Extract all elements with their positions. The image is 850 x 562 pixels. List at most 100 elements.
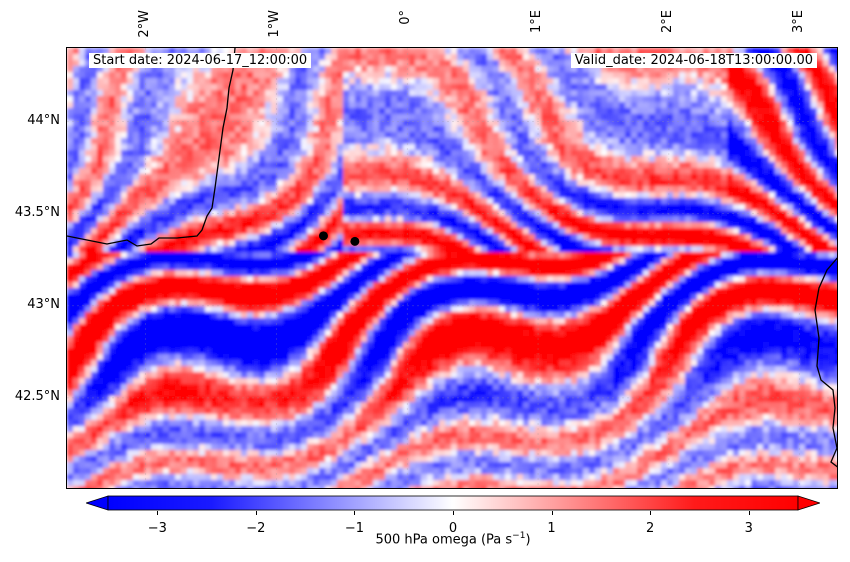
field-cell [517,150,524,157]
field-cell [763,156,770,163]
field-cell [199,132,206,139]
field-cell [307,168,314,175]
field-cell [817,72,824,79]
field-cell [469,120,476,127]
field-cell [763,162,770,169]
field-cell [325,264,332,271]
field-cell [229,132,236,139]
field-cell [187,252,194,259]
field-cell [595,138,602,145]
field-cell [529,186,536,193]
field-cell [481,144,488,151]
field-cell [775,210,782,217]
field-cell [409,138,416,145]
field-cell [811,84,818,91]
field-cell [541,198,548,205]
field-cell [625,246,632,253]
field-cell [709,66,716,73]
field-cell [307,246,314,253]
field-cell [775,78,782,85]
field-cell [679,120,686,127]
field-cell [235,222,242,229]
field-cell [547,156,554,163]
field-cell [421,246,428,253]
field-cell [793,264,800,271]
field-cell [121,156,128,163]
field-cell [67,228,74,235]
field-cell [517,168,524,175]
field-cell [241,180,248,187]
field-cell [439,108,446,115]
field-cell [547,108,554,115]
field-cell [769,48,776,55]
field-cell [361,258,368,265]
field-cell [589,138,596,145]
field-cell [187,168,194,175]
field-cell [667,84,674,91]
field-cell [445,66,452,73]
field-cell [379,234,386,241]
field-cell [577,144,584,151]
field-cell [427,222,434,229]
field-cell [385,228,392,235]
field-cell [289,72,296,79]
field-cell [433,150,440,157]
field-cell [823,156,830,163]
field-cell [163,198,170,205]
field-cell [823,234,830,241]
field-cell [73,72,80,79]
field-cell [337,222,344,229]
field-cell [217,66,224,73]
field-cell [235,210,242,217]
field-cell [445,132,452,139]
field-cell [409,204,416,211]
field-cell [727,144,734,151]
field-cell [421,66,428,73]
field-cell [817,144,824,151]
field-cell [637,210,644,217]
field-cell [67,84,74,91]
field-cell [613,168,620,175]
field-cell [403,234,410,241]
field-cell [625,222,632,229]
field-cell [121,246,128,253]
field-cell [463,264,470,271]
field-cell [709,222,716,229]
field-cell [415,72,422,79]
field-cell [661,66,668,73]
field-cell [325,198,332,205]
field-cell [385,216,392,223]
field-cell [337,144,344,151]
field-cell [229,144,236,151]
field-cell [451,204,458,211]
field-cell [373,174,380,181]
field-cell [799,204,806,211]
field-cell [427,126,434,133]
field-cell [565,180,572,187]
field-cell [421,180,428,187]
field-cell [361,210,368,217]
field-cell [787,252,794,259]
field-cell [259,132,266,139]
field-cell [469,60,476,67]
field-cell [535,192,542,199]
field-cell [787,246,794,253]
field-cell [463,54,470,61]
field-cell [517,48,524,55]
field-cell [205,258,212,265]
field-cell [109,120,116,127]
field-cell [313,90,320,97]
field-cell [445,120,452,127]
field-cell [253,96,260,103]
field-cell [529,54,536,61]
field-cell [607,96,614,103]
field-cell [679,132,686,139]
field-cell [403,264,410,271]
field-cell [181,186,188,193]
field-cell [829,72,836,79]
field-cell [511,48,518,55]
field-cell [805,234,812,241]
field-cell [415,156,422,163]
field-cell [283,222,290,229]
field-cell [565,240,572,247]
